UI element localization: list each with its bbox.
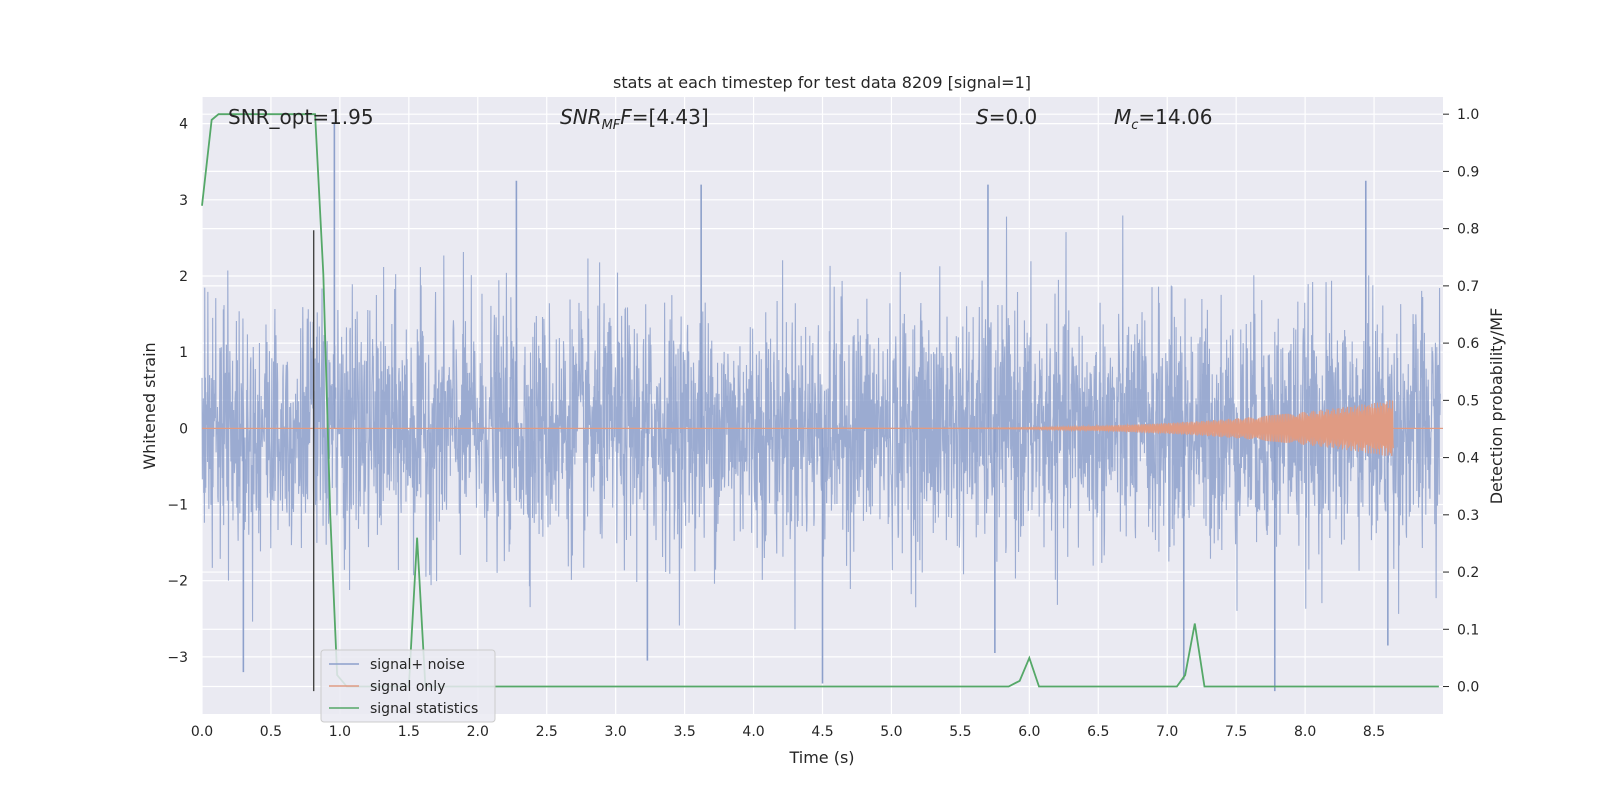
legend-label-signal-noise: signal+ noise	[370, 657, 465, 673]
x-tick-label-17: 8.5	[1363, 724, 1385, 740]
x-tick-label-8: 4.0	[742, 724, 764, 740]
x-tick-label-14: 7.0	[1156, 724, 1178, 740]
y-right-tick-label-3: 0.7	[1457, 279, 1479, 295]
y-axis-label-left: Whitened strain	[140, 342, 159, 469]
legend: signal+ noise signal only signal statist…	[320, 649, 496, 723]
y-right-tick-label-0: 1.0	[1457, 107, 1479, 123]
y-left-tick-label-0: 4	[179, 117, 188, 133]
y-right-tick-label-9: 0.1	[1457, 622, 1479, 638]
x-tick-label-1: 0.5	[260, 724, 282, 740]
series-signal-noise-line	[201, 215, 1441, 630]
series-signal-only	[202, 400, 1443, 457]
y-left-tick-label-6: −2	[167, 574, 188, 590]
y-right-tick-label-2: 0.8	[1457, 222, 1479, 238]
x-tick-label-3: 1.5	[398, 724, 420, 740]
y-right-tick-label-7: 0.3	[1457, 508, 1479, 524]
y-left-tick-label-3: 1	[179, 345, 188, 361]
x-axis-label: Time (s)	[788, 748, 854, 767]
x-tick-label-9: 4.5	[811, 724, 833, 740]
grid-lines	[201, 97, 1443, 714]
y-right-tick-label-4: 0.6	[1457, 336, 1479, 352]
axis-ticks: 0.0 0.5 1.0 1.5 2.0 2.5 3.0 3.5 4.0 4.5 5.0 5.5 6.0 6…	[167, 107, 1479, 740]
y-left-tick-label-7: −3	[167, 650, 188, 666]
y-right-tick-label-6: 0.4	[1457, 451, 1479, 467]
legend-label-signal-only: signal only	[370, 679, 445, 695]
x-tick-label-11: 5.5	[949, 724, 971, 740]
y-left-tick-label-4: 0	[179, 421, 188, 437]
x-tick-label-16: 8.0	[1294, 724, 1316, 740]
y-left-tick-label-2: 2	[179, 269, 188, 285]
x-tick-label-5: 2.5	[536, 724, 558, 740]
y-right-tick-label-8: 0.2	[1457, 565, 1479, 581]
y-left-tick-label-5: −1	[167, 498, 188, 514]
y-right-tick-label-10: 0.0	[1457, 680, 1479, 696]
y-right-tick-label-1: 0.9	[1457, 164, 1479, 180]
x-tick-label-15: 7.5	[1225, 724, 1247, 740]
chart-title: stats at each timestep for test data 820…	[613, 73, 1031, 92]
y-axis-label-right: Detection probability/MF	[1487, 308, 1506, 505]
y-left-tick-label-1: 3	[179, 193, 188, 209]
legend-box	[320, 649, 496, 723]
x-tick-label-7: 3.5	[673, 724, 695, 740]
x-tick-label-4: 2.0	[467, 724, 489, 740]
x-tick-label-13: 6.5	[1087, 724, 1109, 740]
annotation-mc: Mc=14.06	[1114, 105, 1212, 133]
y-right-tick-label-5: 0.5	[1457, 393, 1479, 409]
series-signal-only-line	[836, 400, 1394, 457]
annotation-snr-opt: SNR_opt=1.95	[228, 105, 374, 129]
x-tick-label-6: 3.0	[605, 724, 627, 740]
x-tick-label-10: 5.0	[880, 724, 902, 740]
legend-label-signal-statistics: signal statistics	[370, 701, 478, 717]
x-tick-label-2: 1.0	[329, 724, 351, 740]
series-signal-noise	[201, 123, 1441, 692]
annotation-s-stat: S=0.0	[976, 105, 1037, 129]
x-tick-label-0: 0.0	[191, 724, 213, 740]
annotation-snr-mf: SNRMFF=[4.43]	[560, 105, 709, 133]
x-tick-label-12: 6.0	[1018, 724, 1040, 740]
